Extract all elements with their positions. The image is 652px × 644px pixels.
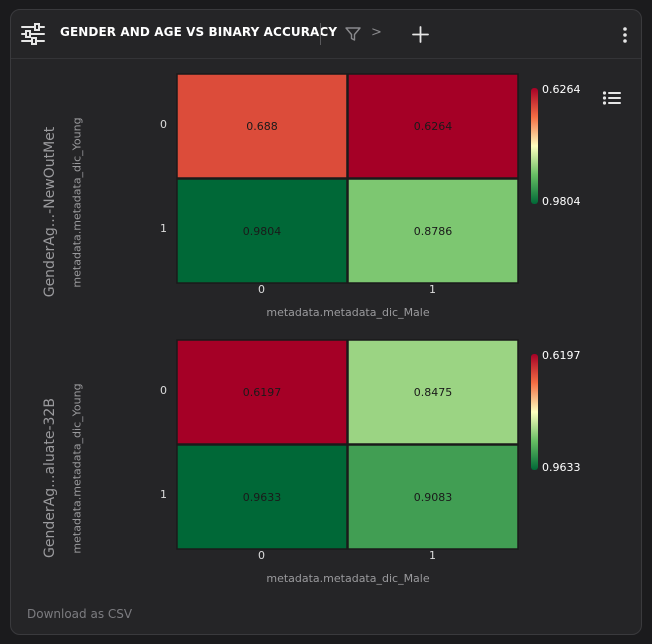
heatmap-1-cell-label-r0-c0: 0.688	[246, 120, 278, 133]
filter-icon[interactable]	[345, 26, 361, 42]
heatmap-1-cell-r0-c0[interactable]	[176, 73, 348, 179]
heatmap-2-cell-label-r0-c0: 0.6197	[243, 386, 282, 399]
heatmap-1-cell-label-r0-c1: 0.6264	[414, 120, 453, 133]
list-icon[interactable]	[602, 90, 622, 106]
heatmap-1-cell-r0-c1[interactable]	[347, 73, 519, 179]
heatmap-2-cell-r0-c0[interactable]	[176, 339, 348, 445]
heatmap-2-cell-r1-c1[interactable]	[347, 444, 519, 550]
download-csv-link[interactable]: Download as CSV	[27, 607, 133, 621]
heatmaps-canvas: 0.688 0.6264 0.9804 0.8786 0.6197 0.8475 0.963…	[176, 73, 538, 550]
heatmap-1-colorbar-top-label: 0.6264	[542, 83, 581, 96]
heatmap-1-cell-r1-c1[interactable]	[347, 178, 519, 284]
heatmap-1-cell-label-r1-c1: 0.8786	[414, 225, 453, 238]
heatmap-2-colorbar-bottom-label: 0.9633	[542, 461, 581, 474]
heatmap-2-cell-r0-c1[interactable]	[347, 339, 519, 445]
heatmap-2-cell-label-r0-c1: 0.8475	[414, 386, 453, 399]
kebab-menu-icon[interactable]	[617, 26, 633, 44]
chevron-right-icon: >	[371, 25, 382, 40]
panel-title: GENDER AND AGE VS BINARY ACCURACY	[60, 25, 338, 39]
heatmap-1-ytick-1: 1	[160, 222, 167, 235]
heatmap-2-cell-label-r1-c0: 0.9633	[243, 491, 282, 504]
heatmap-1-cell-r1-c0[interactable]	[176, 178, 348, 284]
heatmap-2-xlabel: metadata.metadata_dic_Male	[266, 572, 430, 585]
heatmap-2-ytick-1: 1	[160, 488, 167, 501]
heatmap-1-xlabel: metadata.metadata_dic_Male	[266, 306, 430, 319]
heatmap-2-xtick-1: 1	[429, 549, 436, 562]
sliders-icon[interactable]	[21, 23, 45, 45]
heatmap-2-cell-r1-c0[interactable]	[176, 444, 348, 550]
heatmap-1-colorbar-bottom-label: 0.9804	[542, 195, 581, 208]
heatmap-2-colorbar-top-label: 0.6197	[542, 349, 581, 362]
chart-panel: GENDER AND AGE VS BINARY ACCURACY > Gend…	[10, 9, 642, 635]
heatmap-1-ytick-0: 0	[160, 118, 167, 131]
heatmap-2-ytick-0: 0	[160, 384, 167, 397]
plus-icon[interactable]	[411, 25, 430, 44]
heatmap-2-xtick-0: 0	[258, 549, 265, 562]
heatmap-1-xtick-0: 0	[258, 283, 265, 296]
heatmap-1-xtick-1: 1	[429, 283, 436, 296]
heatmap-2-colorbar	[531, 354, 538, 470]
heatmap-1-colorbar	[531, 88, 538, 204]
header-divider	[320, 23, 321, 45]
heatmap-2-cell-label-r1-c1: 0.9083	[414, 491, 453, 504]
heatmap-1-cell-label-r1-c0: 0.9804	[243, 225, 282, 238]
panel-header: GENDER AND AGE VS BINARY ACCURACY >	[11, 10, 641, 59]
